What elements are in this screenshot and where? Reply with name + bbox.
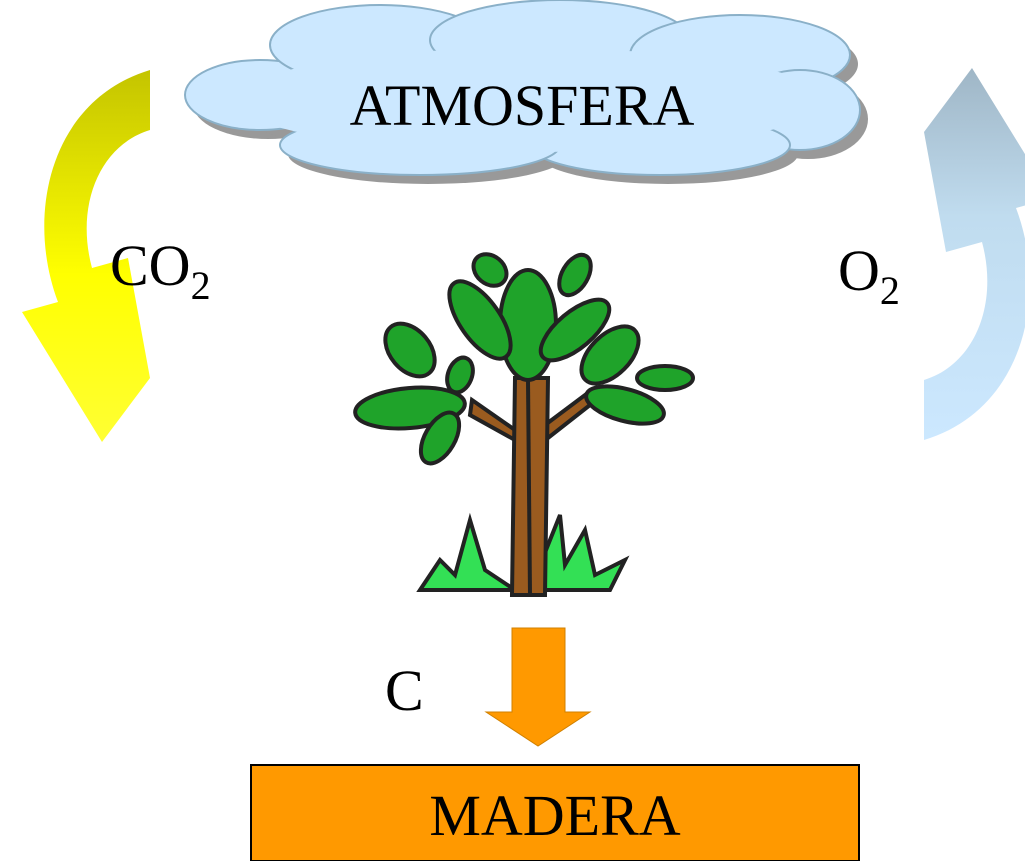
co2-arrow: [22, 70, 150, 442]
co2-subscript: 2: [191, 263, 211, 308]
o2-text: O: [838, 238, 880, 303]
c-arrow: [484, 627, 592, 747]
cloud: [184, 0, 868, 184]
o2-arrow: [924, 68, 1025, 440]
madera-box: [250, 764, 860, 861]
tree: [353, 252, 695, 597]
cloud-label: ATMOSFERA: [350, 73, 695, 138]
c-label: C: [385, 658, 424, 723]
co2-label: CO2: [110, 233, 211, 308]
co2-text: CO: [110, 233, 191, 298]
madera-label: MADERA: [429, 783, 680, 848]
o2-subscript: 2: [880, 268, 900, 313]
o2-label: O2: [838, 238, 900, 313]
